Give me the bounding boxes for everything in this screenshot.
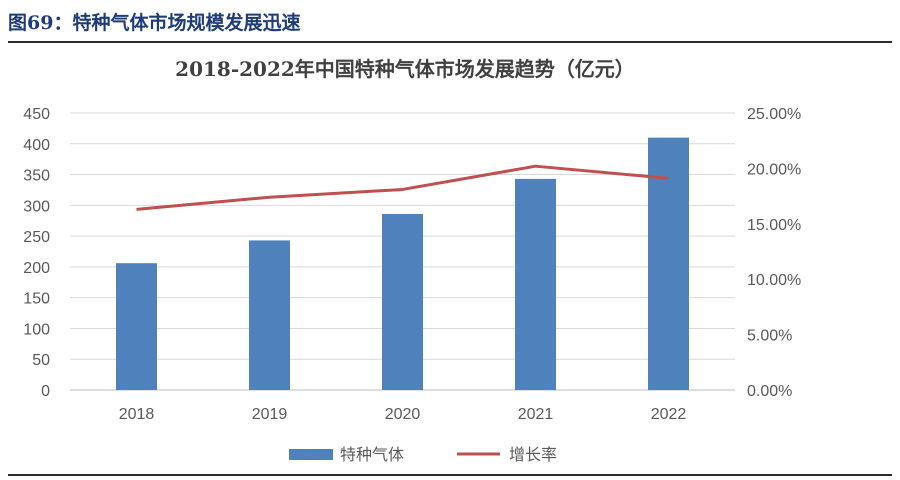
x-tick-label: 2020 xyxy=(385,406,421,423)
bar xyxy=(515,178,556,390)
right-tick-label: 5.00% xyxy=(747,328,792,345)
bar xyxy=(249,240,290,390)
bar xyxy=(116,263,157,390)
legend-label-line: 增长率 xyxy=(509,445,557,464)
chart-title: 2018-2022年中国特种气体市场发展趋势（亿元） xyxy=(175,57,635,81)
x-tick-label: 2022 xyxy=(651,406,687,423)
combo-chart: 2018-2022年中国特种气体市场发展趋势（亿元） 0 50 100 150 200 2… xyxy=(23,57,801,464)
bar xyxy=(648,137,689,390)
legend: 特种气体 增长率 xyxy=(289,445,557,464)
bar xyxy=(382,213,423,390)
left-tick-label: 450 xyxy=(23,106,50,123)
bar-series xyxy=(116,137,689,390)
left-tick-label: 400 xyxy=(23,137,50,154)
left-tick-label: 200 xyxy=(23,260,50,277)
figure-header: 图69：特种气体市场规模发展迅速 xyxy=(8,6,892,40)
left-tick-label: 150 xyxy=(23,291,50,308)
right-tick-label: 10.00% xyxy=(747,272,801,289)
right-tick-label: 20.00% xyxy=(747,161,801,178)
legend-swatch-bar xyxy=(289,449,333,460)
right-axis-ticks: 0.00% 5.00% 10.00% 15.00% 20.00% 25.00% xyxy=(747,106,801,400)
left-tick-label: 50 xyxy=(32,352,50,369)
x-tick-label: 2018 xyxy=(119,406,155,423)
x-axis-ticks: 2018 2019 2020 2021 2022 xyxy=(119,406,687,423)
left-axis-ticks: 0 50 100 150 200 250 300 350 400 450 xyxy=(23,106,50,400)
left-tick-label: 350 xyxy=(23,168,50,185)
bottom-rule xyxy=(8,474,892,476)
x-tick-label: 2019 xyxy=(252,406,288,423)
line-series xyxy=(136,164,669,211)
right-tick-label: 15.00% xyxy=(747,217,801,234)
top-rule xyxy=(8,41,892,43)
figure-caption: 图69：特种气体市场规模发展迅速 xyxy=(8,12,301,34)
left-tick-label: 250 xyxy=(23,229,50,246)
right-tick-label: 0.00% xyxy=(747,383,792,400)
left-tick-label: 100 xyxy=(23,321,50,338)
left-tick-label: 0 xyxy=(41,383,50,400)
growth-rate-line xyxy=(136,164,669,211)
right-tick-label: 25.00% xyxy=(747,106,801,123)
legend-label-bar: 特种气体 xyxy=(340,445,404,464)
left-tick-label: 300 xyxy=(23,198,50,215)
x-tick-label: 2021 xyxy=(518,406,554,423)
